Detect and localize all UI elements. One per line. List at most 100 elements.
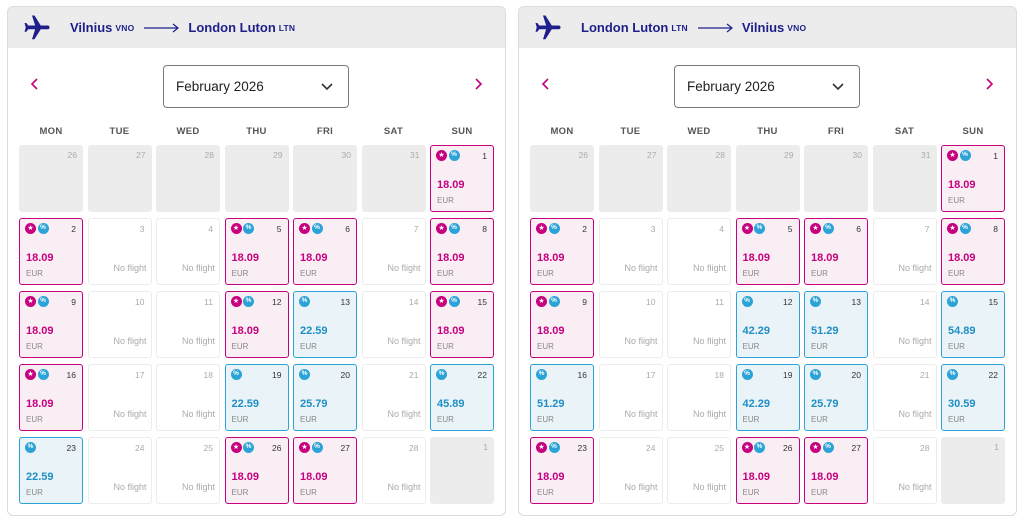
day-cell-fare[interactable]: 23% 22.59 EUR — [19, 437, 83, 504]
day-cell-fare[interactable]: 20% 25.79 EUR — [293, 364, 357, 431]
fare-price: 18.09 — [26, 252, 54, 264]
fare-price: 18.09 — [437, 179, 465, 191]
month-select[interactable]: February 2026 — [674, 65, 860, 108]
day-cell-fare[interactable]: 1 ★% 18.09 EUR — [941, 145, 1005, 212]
outside-month-day: 1 — [941, 437, 1005, 504]
day-cell-fare[interactable]: 13% 51.29 EUR — [804, 291, 868, 358]
day-cell-no-flight: 4 No flight — [667, 218, 731, 285]
day-cell-fare[interactable]: 22% 30.59 EUR — [941, 364, 1005, 431]
outside-month-day: 30 — [804, 145, 868, 212]
day-cell-fare[interactable]: 22% 45.89 EUR — [430, 364, 494, 431]
day-number: 26 — [783, 443, 793, 453]
discount-percent-icon: % — [37, 369, 49, 380]
fare-badges: ★% — [536, 296, 560, 307]
arrow-right-icon — [144, 23, 180, 32]
day-number: 23 — [577, 443, 587, 453]
day-cell-fare[interactable]: 16% 51.29 EUR — [530, 364, 594, 431]
day-cell-fare[interactable]: 8 ★% 18.09 EUR — [941, 218, 1005, 285]
day-cell-no-flight: 28 No flight — [361, 437, 426, 504]
day-cell-fare[interactable]: 20% 25.79 EUR — [804, 364, 868, 431]
fare-currency: EUR — [437, 415, 454, 424]
day-cell-fare[interactable]: 19% 42.29 EUR — [735, 364, 800, 431]
day-cell-fare[interactable]: 6 ★% 18.09 EUR — [293, 218, 357, 285]
discount-percent-icon: % — [311, 223, 323, 234]
day-cell-no-flight: 28 No flight — [872, 437, 937, 504]
fare-badges: ★% — [436, 223, 460, 234]
no-flight-label: No flight — [692, 409, 726, 419]
day-number: 16 — [66, 370, 76, 380]
member-star-icon: ★ — [536, 296, 547, 307]
month-select-value: February 2026 — [687, 79, 775, 94]
fare-price: 18.09 — [948, 179, 976, 191]
fare-currency: EUR — [537, 488, 554, 497]
day-number: 7 — [924, 224, 930, 234]
day-cell-fare[interactable]: 2 ★% 18.09 EUR — [19, 218, 83, 285]
day-cell-fare[interactable]: 9 ★% 18.09 EUR — [19, 291, 83, 358]
day-cell-fare[interactable]: 6 ★% 18.09 EUR — [804, 218, 868, 285]
day-cell-fare[interactable]: 27 ★% 18.09 EUR — [293, 437, 357, 504]
day-cell-fare[interactable]: 9 ★% 18.09 EUR — [530, 291, 594, 358]
day-cell-no-flight: 24 No flight — [598, 437, 663, 504]
plane-icon — [535, 15, 561, 39]
fare-badges: ★% — [230, 296, 254, 307]
day-cell-fare[interactable]: 19% 22.59 EUR — [224, 364, 289, 431]
day-number: 28 — [409, 443, 419, 453]
destination-code: VNO — [787, 22, 807, 33]
weekday-label: MON — [550, 126, 574, 137]
outside-month-day: 31 — [361, 145, 426, 212]
day-cell-fare[interactable]: 12% 42.29 EUR — [735, 291, 800, 358]
day-cell-fare[interactable]: 1 ★% 18.09 EUR — [430, 145, 494, 212]
day-cell-fare[interactable]: 12 ★% 18.09 EUR — [224, 291, 289, 358]
prev-month-button[interactable] — [27, 76, 43, 92]
day-number: 17 — [646, 370, 656, 380]
day-number: 6 — [856, 224, 861, 234]
member-star-icon: ★ — [299, 223, 310, 234]
day-cell-fare[interactable]: 8 ★% 18.09 EUR — [430, 218, 494, 285]
day-number: 27 — [647, 150, 657, 160]
no-flight-label: No flight — [624, 409, 658, 419]
day-cell-no-flight: 3 No flight — [87, 218, 152, 285]
day-cell-fare[interactable]: 16 ★% 18.09 EUR — [19, 364, 83, 431]
prev-month-button[interactable] — [538, 76, 554, 92]
destination-city: London Luton — [188, 20, 276, 35]
day-number: 3 — [650, 224, 656, 234]
discount-percent-icon: % — [947, 369, 958, 380]
fare-badges: % — [741, 369, 753, 380]
day-cell-fare[interactable]: 13% 22.59 EUR — [293, 291, 357, 358]
destination-code: LTN — [278, 22, 296, 33]
day-cell-fare[interactable]: 5 ★% 18.09 EUR — [735, 218, 800, 285]
day-cell-fare[interactable]: 15 ★% 18.09 EUR — [430, 291, 494, 358]
day-cell-fare[interactable]: 26 ★% 18.09 EUR — [735, 437, 800, 504]
no-flight-label: No flight — [113, 263, 147, 273]
discount-percent-icon: % — [536, 369, 547, 380]
fare-badges: % — [536, 369, 547, 380]
next-month-button[interactable] — [470, 76, 486, 92]
month-select[interactable]: February 2026 — [163, 65, 349, 108]
day-cell-fare[interactable]: 26 ★% 18.09 EUR — [224, 437, 289, 504]
fare-currency: EUR — [300, 415, 317, 424]
day-cell-fare[interactable]: 15% 54.89 EUR — [941, 291, 1005, 358]
outside-month-day: 28 — [667, 145, 731, 212]
day-cell-fare[interactable]: 2 ★% 18.09 EUR — [530, 218, 594, 285]
day-number: 1 — [994, 442, 999, 452]
fare-price: 18.09 — [437, 252, 465, 264]
day-number: 5 — [787, 224, 793, 234]
fare-price: 25.79 — [300, 398, 328, 410]
discount-percent-icon: % — [37, 223, 49, 234]
fare-price: 42.29 — [742, 325, 771, 337]
fare-badges: % — [947, 369, 958, 380]
fare-currency: EUR — [537, 415, 554, 424]
day-number: 28 — [204, 150, 214, 160]
day-number: 12 — [272, 297, 282, 307]
fare-currency: EUR — [231, 488, 249, 497]
outside-month-day: 29 — [224, 145, 289, 212]
fare-currency: EUR — [811, 415, 828, 424]
fare-price: 18.09 — [537, 325, 565, 337]
day-cell-fare[interactable]: 5 ★% 18.09 EUR — [224, 218, 289, 285]
fare-price: 51.29 — [537, 398, 565, 410]
fare-currency: EUR — [742, 415, 760, 424]
day-cell-fare[interactable]: 23 ★% 18.09 EUR — [530, 437, 594, 504]
day-cell-fare[interactable]: 27 ★% 18.09 EUR — [804, 437, 868, 504]
outside-month-day: 28 — [156, 145, 220, 212]
next-month-button[interactable] — [981, 76, 997, 92]
